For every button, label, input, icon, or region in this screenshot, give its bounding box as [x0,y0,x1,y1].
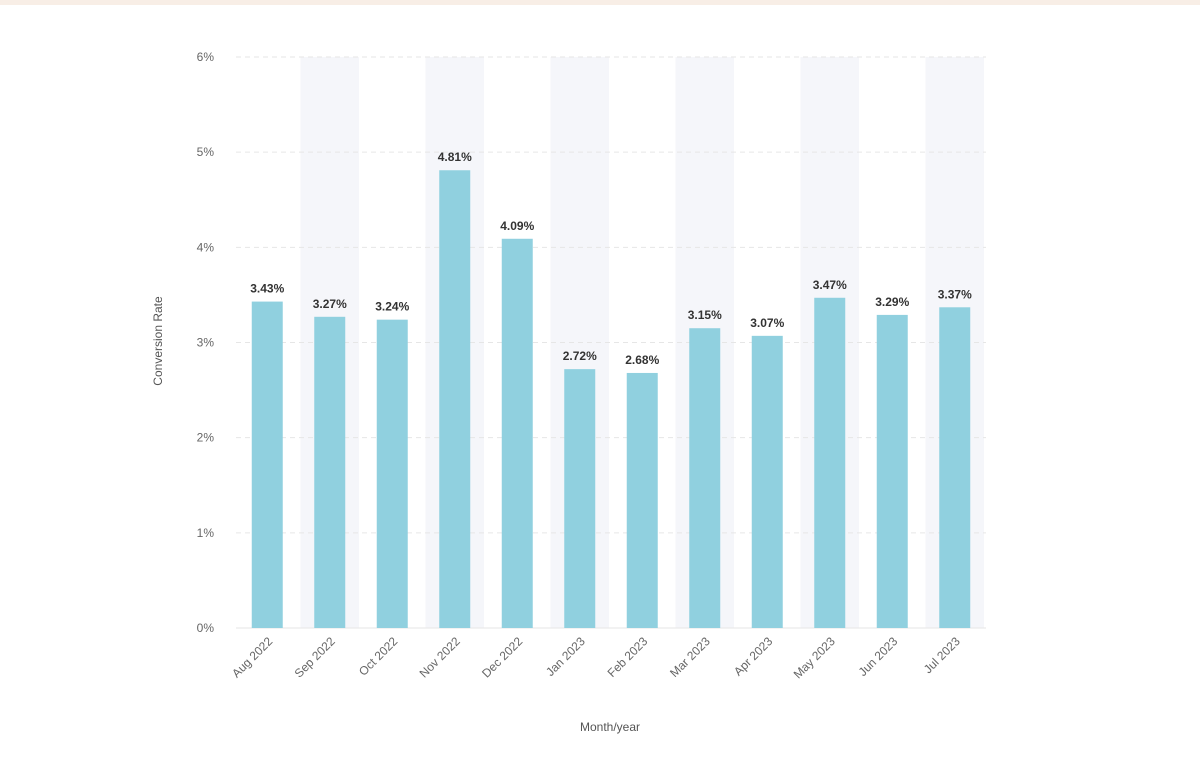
x-tick-label: Jun 2023 [856,634,901,679]
x-tick-label: Aug 2022 [229,634,275,680]
bar-value-label: 3.43% [250,282,284,296]
y-tick-label: 4% [197,240,215,254]
x-tick-label: Mar 2023 [667,634,713,680]
x-tick-label: May 2023 [791,634,838,681]
y-tick-label: 3% [197,336,215,350]
bar-value-label: 2.68% [625,353,659,367]
bar-value-label: 3.07% [750,316,784,330]
bar-value-label: 3.27% [313,297,347,311]
bars [251,170,971,629]
bar-value-label: 4.81% [438,150,472,164]
bar-value-label: 3.24% [375,300,409,314]
x-tick-label: Oct 2022 [356,634,401,679]
bar [251,301,283,628]
y-tick-label: 1% [197,526,215,540]
bar [689,328,721,628]
bar [939,307,971,628]
bar-value-label: 3.15% [688,308,722,322]
bar-value-labels: 3.43% 3.27% 3.24% 4.81% 4.09% 2.72% 2.68% 3.15%… [250,150,972,367]
bar [814,297,846,628]
top-strip [0,0,1200,5]
y-tick-label: 5% [197,145,215,159]
bar [626,372,658,628]
x-tick-label: Nov 2022 [417,634,463,680]
bar-value-label: 4.09% [500,219,534,233]
bar [439,170,471,628]
y-tick-label: 6% [197,50,215,64]
bar [564,369,596,628]
bar-value-label: 3.29% [875,295,909,309]
y-tick-label: 0% [197,621,215,635]
bar-value-label: 3.47% [813,278,847,292]
y-axis-ticks: 0% 1% 2% 3% 4% 5% 6% [197,50,215,635]
gridlines [236,56,986,629]
x-tick-label: Apr 2023 [731,634,776,679]
bar [314,316,346,628]
x-axis-title: Month/year [580,720,640,734]
bar-value-label: 2.72% [563,349,597,363]
bar [751,335,783,628]
bar-value-label: 3.37% [938,287,972,301]
x-tick-label: Sep 2022 [292,634,338,680]
y-axis-title: Conversion Rate [151,296,165,386]
bar [876,314,908,628]
x-tick-label: Dec 2022 [479,634,525,680]
bar [376,319,408,628]
y-tick-label: 2% [197,431,215,445]
x-tick-label: Jan 2023 [543,634,588,679]
bar [501,238,533,629]
x-axis-ticks: Aug 2022 Sep 2022 Oct 2022 Nov 2022 Dec 2022… [229,634,963,681]
x-tick-label: Jul 2023 [921,634,963,676]
x-tick-label: Feb 2023 [605,634,651,680]
